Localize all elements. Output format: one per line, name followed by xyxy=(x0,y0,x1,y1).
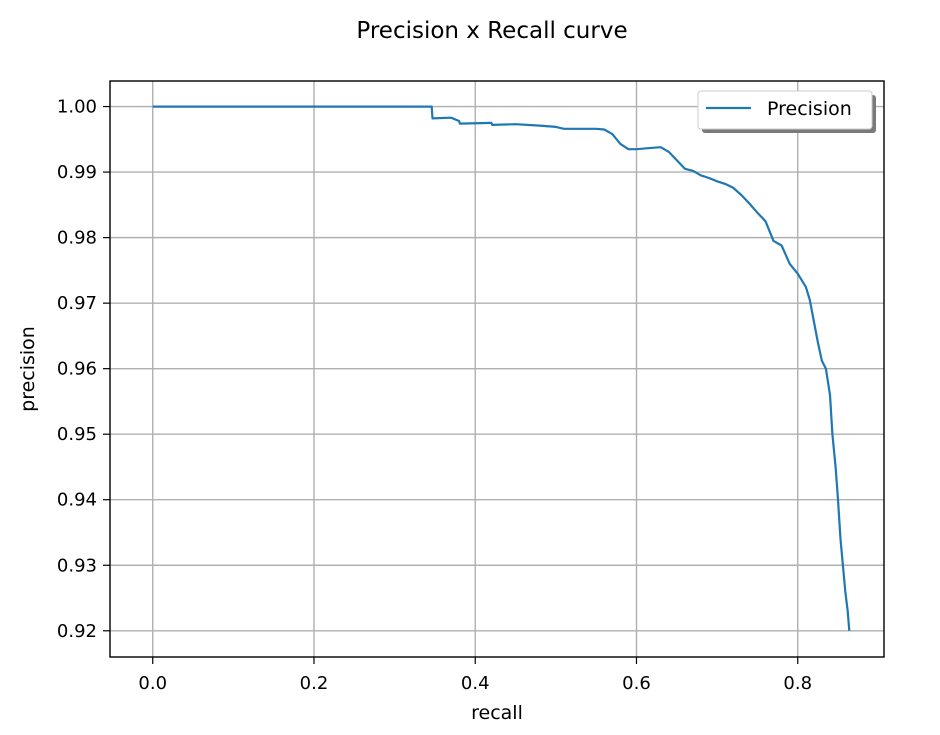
y-tick-label: 0.98 xyxy=(57,228,97,249)
y-tick-label: 0.92 xyxy=(57,621,97,642)
y-tick-label: 0.99 xyxy=(57,162,97,183)
legend-label: Precision xyxy=(767,98,852,120)
x-tick-label: 0.2 xyxy=(300,673,329,694)
y-axis-ticks: 0.92 0.93 0.94 0.95 0.96 0.97 0.98 0.99 1.00 xyxy=(57,97,110,642)
y-axis-label: precision xyxy=(17,326,39,412)
y-tick-label: 0.96 xyxy=(57,359,97,380)
series-layer xyxy=(152,105,851,631)
legend-box xyxy=(697,90,873,130)
x-axis-label: recall xyxy=(471,702,523,724)
y-tick-label: 0.93 xyxy=(57,555,97,576)
x-tick-label: 0.4 xyxy=(461,673,490,694)
y-tick-label: 0.95 xyxy=(57,424,97,445)
x-tick-label: 0.6 xyxy=(622,673,651,694)
x-tick-label: 0.0 xyxy=(138,673,167,694)
grid xyxy=(110,81,884,657)
legend: Precision xyxy=(697,90,876,133)
chart-title: Precision x Recall curve xyxy=(356,18,627,44)
precision-series-line xyxy=(152,105,851,631)
y-tick-label: 1.00 xyxy=(57,97,97,118)
x-tick-label: 0.8 xyxy=(783,673,812,694)
y-tick-label: 0.97 xyxy=(57,293,97,314)
y-tick-label: 0.94 xyxy=(57,490,97,511)
x-axis-ticks: 0.0 0.2 0.4 0.6 0.8 xyxy=(138,657,812,694)
